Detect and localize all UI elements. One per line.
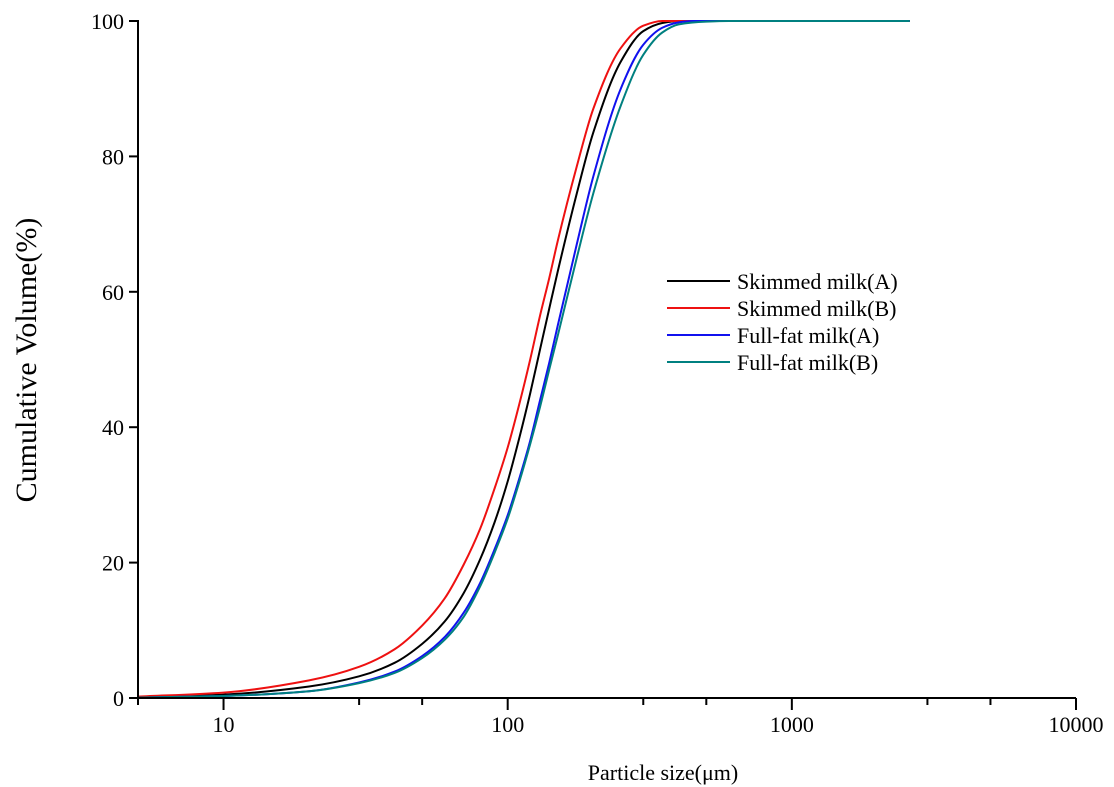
y-tick-label: 0 [113,686,124,711]
legend-label: Skimmed milk(A) [737,269,898,294]
series-lines [137,19,910,699]
x-tick-label: 100 [491,712,524,737]
series-line-skimmed-milk-a [137,19,910,699]
legend-label: Skimmed milk(B) [737,296,897,321]
legend: Skimmed milk(A)Skimmed milk(B)Full-fat m… [667,269,898,375]
axes [137,20,1076,699]
y-tick-label: 80 [102,144,124,169]
y-axis-label: Cumulative Volume(%) [10,218,43,503]
series-line-skimmed-milk-b [137,20,910,698]
y-tick-label: 60 [102,280,124,305]
y-tick-label: 40 [102,415,124,440]
tick-marks [129,20,1077,710]
x-tick-label: 10000 [1049,712,1104,737]
series-line-full-fat-milk-b [137,19,910,699]
y-tick-label: 20 [102,551,124,576]
x-axis-label: Particle size(μm) [588,760,738,785]
y-tick-label: 100 [91,9,124,34]
tick-labels: 0 20 40 60 80 100 10 100 1000 10000 [91,9,1104,737]
x-tick-label: 10 [213,712,235,737]
legend-label: Full-fat milk(A) [737,323,879,348]
legend-label: Full-fat milk(B) [737,350,878,375]
x-tick-label: 1000 [770,712,814,737]
